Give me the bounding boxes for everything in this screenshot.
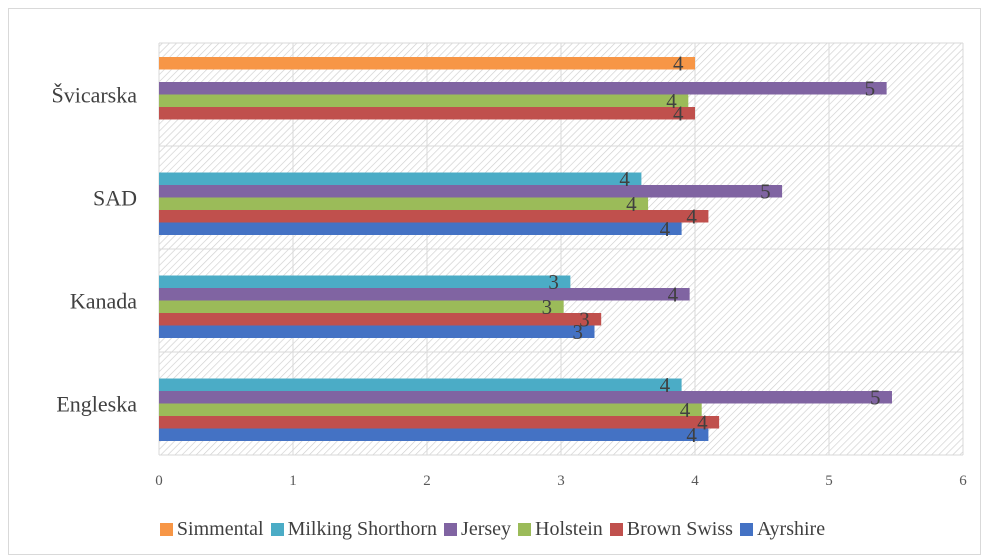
- legend-label: Milking Shorthorn: [287, 517, 438, 540]
- category-labels: Engleska Kanada SAD Švicarska: [51, 83, 137, 417]
- legend-swatch: [444, 522, 458, 536]
- category-label: Kanada: [70, 289, 137, 314]
- data-label: 4: [619, 167, 630, 191]
- data-label: 3: [542, 295, 553, 319]
- bar-milking-shorthorn: [159, 172, 642, 185]
- bars: [159, 57, 892, 441]
- legend-item: Jersey: [444, 518, 511, 541]
- data-label: 4: [686, 423, 697, 447]
- bar-brown-swiss: [159, 107, 695, 120]
- legend-label: Ayrshire: [756, 517, 826, 540]
- bar-milking-shorthorn: [159, 378, 682, 391]
- chart-frame: [8, 8, 981, 555]
- x-tick-labels: 0 1 2 3 4 5 6: [155, 473, 967, 489]
- bar-jersey: [159, 185, 783, 198]
- x-tick-label: 0: [155, 473, 163, 489]
- bar-jersey: [159, 82, 887, 95]
- legend-item: Holstein: [518, 518, 603, 541]
- data-label: 4: [668, 282, 679, 306]
- bar-ayrshire: [159, 325, 595, 338]
- legend-swatch: [609, 522, 623, 536]
- bar-simmental: [159, 57, 695, 70]
- data-label: 4: [686, 204, 697, 228]
- data-label: 4: [697, 410, 708, 434]
- legend-swatch: [270, 522, 284, 536]
- data-label: 4: [626, 192, 637, 216]
- bar-holstein: [159, 403, 702, 416]
- data-label: 5: [865, 76, 876, 100]
- data-label: 4: [660, 373, 671, 397]
- bar-brown-swiss: [159, 313, 602, 326]
- legend-label: Brown Swiss: [626, 517, 733, 540]
- legend-item: Brown Swiss: [609, 517, 733, 541]
- category-label: Švicarska: [51, 83, 137, 108]
- data-label: 3: [548, 270, 559, 294]
- data-label: 3: [573, 320, 584, 344]
- legend-item: Ayrshire: [739, 517, 826, 541]
- bar-brown-swiss: [159, 416, 720, 429]
- bar-holstein: [159, 300, 564, 313]
- legend: Simmental Milking Shorthorn Jersey Holstein…: [0, 514, 985, 544]
- x-tick-label: 4: [691, 473, 699, 489]
- legend-label: Jersey: [461, 517, 512, 540]
- data-label: 3: [579, 307, 590, 331]
- x-tick-label: 1: [289, 473, 297, 489]
- bar-brown-swiss: [159, 210, 709, 223]
- legend-swatch: [159, 522, 173, 536]
- bar-milking-shorthorn: [159, 275, 571, 288]
- data-label: 4: [673, 101, 684, 125]
- x-tick-label: 2: [423, 473, 431, 489]
- bar-jersey: [159, 391, 892, 404]
- bar-holstein: [159, 94, 689, 107]
- legend-item: Milking Shorthorn: [270, 517, 438, 541]
- bar-ayrshire: [159, 428, 709, 441]
- x-tick-label: 5: [825, 473, 833, 489]
- legend-swatch: [518, 522, 532, 536]
- x-tick-label: 3: [557, 473, 565, 489]
- x-tick-label: 6: [959, 473, 967, 489]
- data-label: 4: [660, 217, 671, 241]
- data-label: 5: [870, 385, 881, 409]
- legend-item: Simmental: [159, 517, 264, 541]
- data-label: 4: [680, 398, 691, 422]
- category-label: Engleska: [56, 392, 137, 417]
- category-label: SAD: [93, 186, 137, 211]
- legend-swatch: [739, 522, 753, 536]
- bar-ayrshire: [159, 222, 682, 235]
- legend-label: Simmental: [176, 517, 264, 540]
- legend-label: Holstein: [535, 517, 603, 540]
- data-label: 4: [666, 89, 677, 113]
- data-label: 4: [673, 51, 684, 75]
- bar-holstein: [159, 197, 649, 210]
- bar-jersey: [159, 288, 690, 301]
- data-label: 5: [760, 179, 771, 203]
